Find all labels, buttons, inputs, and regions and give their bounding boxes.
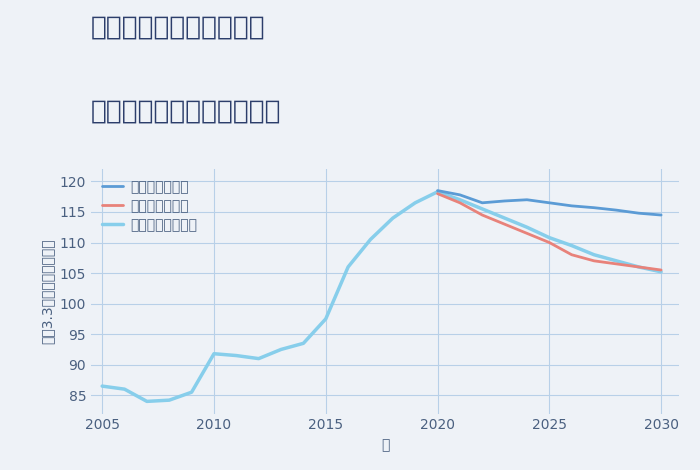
Y-axis label: 坪（3.3㎡）単価（万円）: 坪（3.3㎡）単価（万円） (40, 239, 54, 344)
バッドシナリオ (433, 191, 442, 196)
グッドシナリオ (612, 207, 621, 213)
バッドシナリオ (590, 258, 598, 264)
グッドシナリオ (635, 211, 643, 216)
ノーマルシナリオ (299, 341, 307, 346)
ノーマルシナリオ (389, 215, 397, 221)
ノーマルシナリオ (232, 353, 241, 359)
グッドシナリオ (545, 200, 554, 206)
グッドシナリオ (590, 205, 598, 211)
ノーマルシナリオ (635, 264, 643, 270)
Line: ノーマルシナリオ: ノーマルシナリオ (102, 192, 661, 401)
ノーマルシナリオ (210, 351, 218, 357)
Legend: グッドシナリオ, バッドシナリオ, ノーマルシナリオ: グッドシナリオ, バッドシナリオ, ノーマルシナリオ (98, 176, 201, 236)
バッドシナリオ (523, 231, 531, 236)
ノーマルシナリオ (344, 264, 352, 270)
Line: グッドシナリオ: グッドシナリオ (438, 191, 661, 215)
バッドシナリオ (478, 212, 486, 218)
ノーマルシナリオ (590, 252, 598, 258)
バッドシナリオ (635, 264, 643, 270)
グッドシナリオ (456, 192, 464, 198)
ノーマルシナリオ (478, 206, 486, 212)
ノーマルシナリオ (98, 384, 106, 389)
グッドシナリオ (500, 198, 509, 204)
バッドシナリオ (456, 200, 464, 206)
ノーマルシナリオ (612, 258, 621, 264)
ノーマルシナリオ (188, 390, 196, 395)
ノーマルシナリオ (456, 197, 464, 203)
Text: 兵庫県姫路市西大寿台の: 兵庫県姫路市西大寿台の (91, 14, 265, 40)
バッドシナリオ (500, 221, 509, 227)
グッドシナリオ (523, 197, 531, 203)
Text: 中古マンションの価格推移: 中古マンションの価格推移 (91, 99, 281, 125)
ノーマルシナリオ (411, 200, 419, 206)
ノーマルシナリオ (276, 347, 285, 352)
グッドシナリオ (657, 212, 665, 218)
ノーマルシナリオ (143, 399, 151, 404)
ノーマルシナリオ (433, 189, 442, 195)
バッドシナリオ (657, 267, 665, 273)
ノーマルシナリオ (657, 269, 665, 274)
バッドシナリオ (568, 252, 576, 258)
X-axis label: 年: 年 (381, 438, 389, 452)
ノーマルシナリオ (255, 356, 263, 361)
Line: バッドシナリオ: バッドシナリオ (438, 194, 661, 270)
ノーマルシナリオ (568, 243, 576, 249)
ノーマルシナリオ (321, 316, 330, 322)
ノーマルシナリオ (500, 215, 509, 221)
ノーマルシナリオ (545, 235, 554, 241)
バッドシナリオ (545, 240, 554, 245)
ノーマルシナリオ (366, 237, 375, 243)
ノーマルシナリオ (165, 397, 174, 403)
バッドシナリオ (612, 261, 621, 267)
ノーマルシナリオ (523, 225, 531, 230)
ノーマルシナリオ (120, 386, 129, 392)
グッドシナリオ (433, 188, 442, 194)
グッドシナリオ (568, 203, 576, 209)
グッドシナリオ (478, 200, 486, 206)
